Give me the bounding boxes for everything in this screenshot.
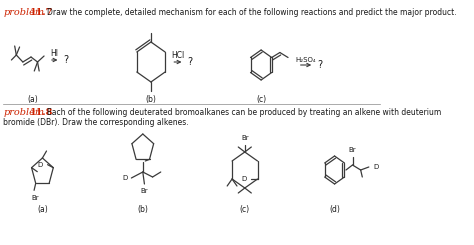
Text: (c): (c)	[240, 205, 250, 214]
Text: H₂SO₄: H₂SO₄	[296, 57, 316, 63]
Text: Br: Br	[349, 147, 356, 153]
Text: ?: ?	[318, 60, 322, 70]
Text: problem: problem	[3, 8, 45, 17]
Text: Each of the following deuterated bromoalkanes can be produced by treating an alk: Each of the following deuterated bromoal…	[47, 108, 442, 117]
Text: Br: Br	[241, 135, 248, 141]
Text: bromide (DBr). Draw the corresponding alkenes.: bromide (DBr). Draw the corresponding al…	[3, 118, 189, 127]
Text: (a): (a)	[37, 205, 48, 214]
Text: Br: Br	[141, 188, 148, 194]
Text: HI: HI	[51, 49, 59, 58]
Text: D: D	[242, 176, 247, 182]
Text: 11.7: 11.7	[29, 8, 53, 17]
Text: 11.8: 11.8	[29, 108, 53, 117]
Text: (c): (c)	[256, 95, 266, 104]
Text: (d): (d)	[329, 205, 340, 214]
Text: (b): (b)	[137, 205, 148, 214]
Text: Draw the complete, detailed mechanism for each of the following reactions and pr: Draw the complete, detailed mechanism fo…	[47, 8, 457, 17]
Text: (b): (b)	[146, 95, 156, 104]
Text: D: D	[122, 175, 128, 181]
Text: D: D	[373, 164, 378, 170]
Text: problem: problem	[3, 108, 45, 117]
Text: (a): (a)	[27, 95, 38, 104]
Text: ?: ?	[188, 57, 193, 67]
Text: HCl: HCl	[171, 51, 184, 60]
Text: Br: Br	[31, 195, 39, 201]
Text: ?: ?	[64, 55, 69, 65]
Text: D: D	[37, 162, 43, 168]
